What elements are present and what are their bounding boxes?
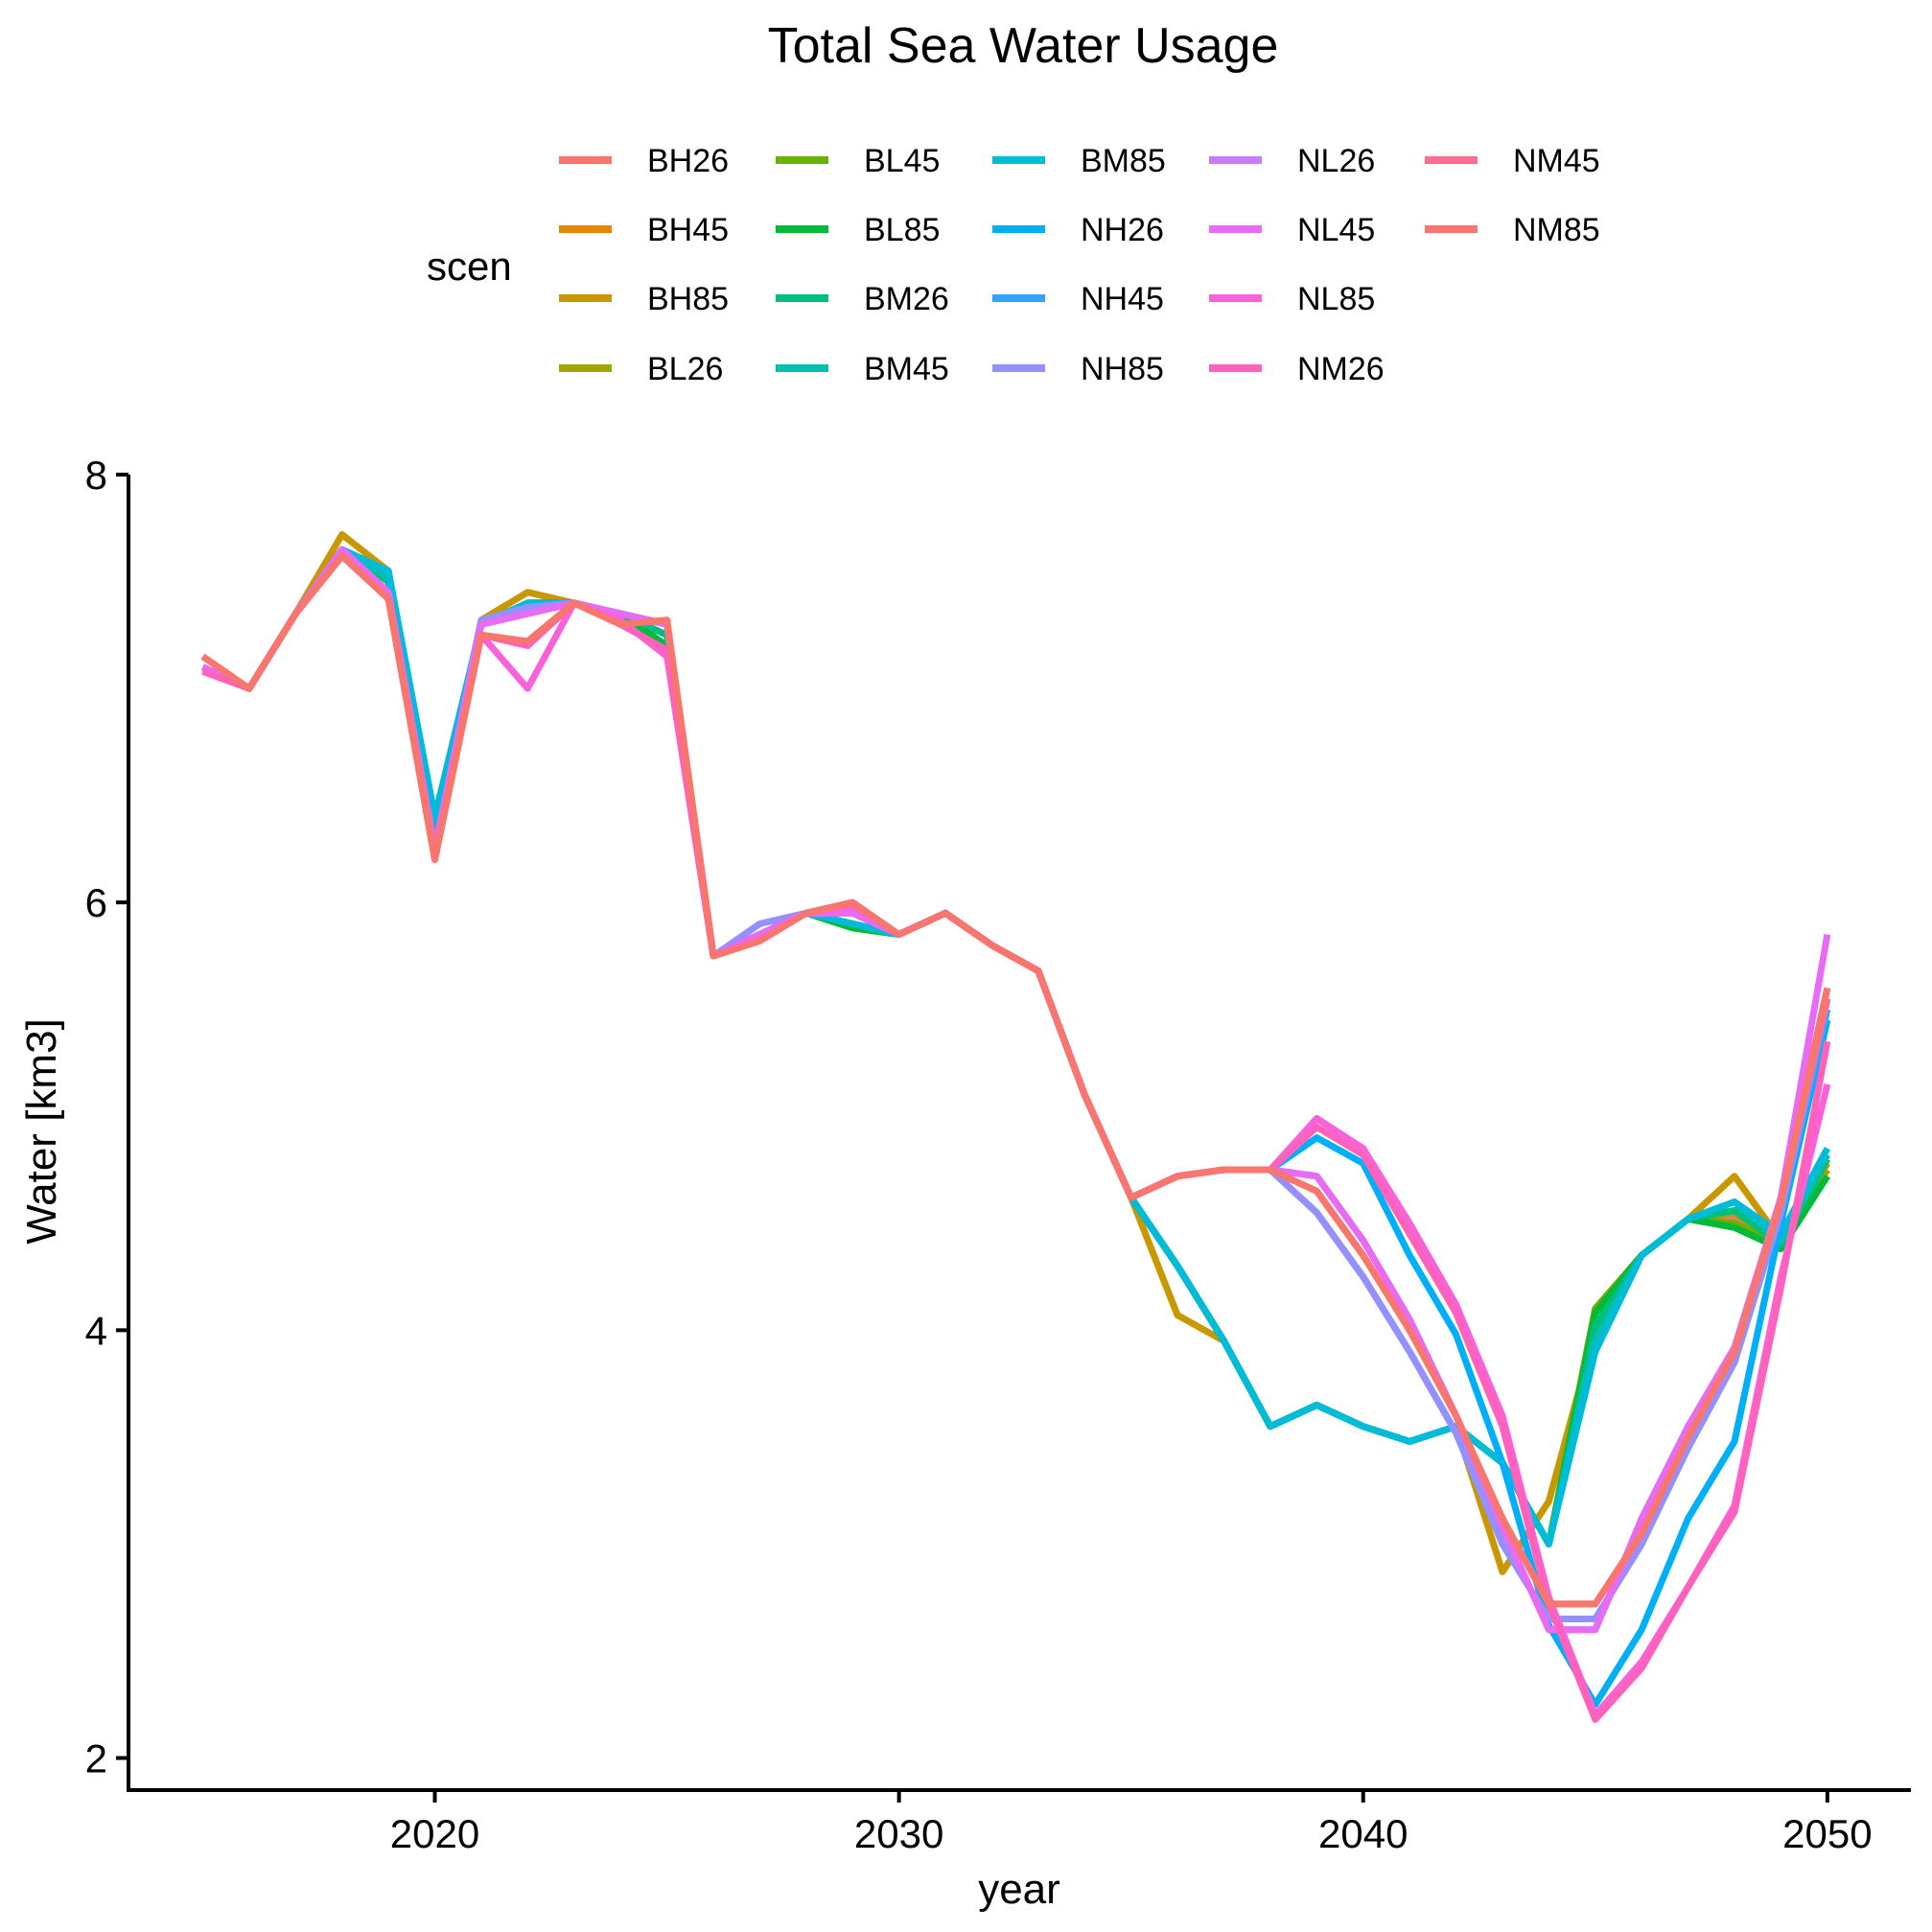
legend-label-nh26: NH26 [1081, 212, 1164, 248]
legend-label-bl85: BL85 [864, 212, 940, 248]
legend-label-bm45: BM45 [864, 351, 949, 387]
series-line-nm85 [200, 552, 1831, 1608]
legend-label-nl26: NL26 [1297, 143, 1375, 179]
legend-label-bm26: BM26 [864, 281, 949, 317]
x-tick-label: 2050 [1782, 1811, 1872, 1856]
legend-label-bl26: BL26 [647, 351, 723, 387]
legend-label-nm26: NM26 [1297, 351, 1385, 387]
series-line-nl45 [201, 546, 1831, 1634]
series-line-bm85 [201, 546, 1830, 1548]
legend-label-nm85: NM85 [1513, 212, 1600, 248]
legend-label-nl45: NL45 [1297, 212, 1375, 248]
x-tick-label: 2020 [390, 1811, 479, 1856]
legend-label-bh45: BH45 [647, 212, 729, 248]
legend: scen BH26 BH45 BH85 BL26 BL45 BL85 BM26 BM45 BM8… [427, 143, 1600, 387]
legend-title: scen [427, 244, 512, 289]
series-line-nl26 [201, 546, 1831, 1634]
chart-title: Total Sea Water Usage [768, 18, 1279, 74]
series-line-nm26 [201, 552, 1831, 1723]
x-tick-label: 2030 [854, 1811, 943, 1856]
y-axis-label: Water [km3] [18, 1018, 65, 1245]
y-tick-label: 2 [85, 1736, 107, 1781]
y-tick-label: 6 [85, 880, 107, 925]
legend-label-nm45: NM45 [1513, 143, 1600, 179]
series-line-nh26 [201, 546, 1831, 1709]
series-line-nl85 [201, 552, 1831, 1719]
x-axis-ticks: 2020 2030 2040 2050 [390, 1790, 1873, 1856]
legend-label-bl45: BL45 [864, 143, 940, 179]
x-tick-label: 2040 [1318, 1811, 1408, 1856]
x-axis-label: year [978, 1866, 1060, 1913]
legend-label-nl85: NL85 [1297, 281, 1375, 317]
y-tick-label: 8 [85, 453, 107, 498]
legend-label-bm85: BM85 [1081, 143, 1166, 179]
series-line-nh85 [201, 546, 1831, 1622]
legend-label-nh85: NH85 [1081, 351, 1164, 387]
series-line-bh85 [201, 531, 1830, 1575]
series-line-nh45 [201, 546, 1831, 1622]
legend-label-nh45: NH45 [1081, 281, 1164, 317]
legend-label-bh26: BH26 [647, 143, 729, 179]
y-tick-label: 4 [85, 1308, 107, 1353]
plot-area [200, 531, 1831, 1723]
legend-label-bh85: BH85 [647, 281, 729, 317]
y-axis-ticks: 2 4 6 8 [85, 453, 128, 1781]
series-line-nm45 [200, 552, 1831, 1608]
